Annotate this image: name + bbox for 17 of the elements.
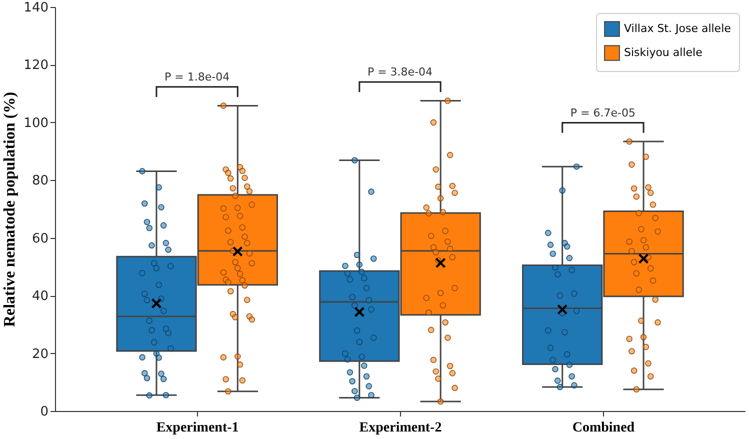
legend-label: Siskiyou allele: [624, 46, 703, 59]
y-axis-title: Relative nematode population (%): [2, 92, 19, 328]
legend-label: Villax St. Jose allele: [624, 22, 732, 35]
annotation: P = 6.7e-05: [570, 106, 636, 120]
y-tick-label: 100: [24, 116, 48, 131]
y-tick-label: 120: [24, 58, 48, 74]
y-tick-label: 20: [32, 346, 48, 362]
y-tick-label: 0: [40, 404, 48, 420]
y-tick-label: 60: [32, 231, 48, 246]
annotation: P = 1.8e-04: [164, 70, 230, 84]
y-tick-label: 140: [24, 0, 48, 16]
y-tick-label: 40: [32, 289, 48, 304]
x-tick-label: Experiment-1: [156, 420, 239, 436]
x-tick-label: Combined: [572, 420, 635, 436]
y-tick-label: 80: [32, 174, 48, 189]
x-tick-label: Experiment-2: [359, 420, 442, 436]
annotation: P = 3.8e-04: [367, 66, 433, 79]
